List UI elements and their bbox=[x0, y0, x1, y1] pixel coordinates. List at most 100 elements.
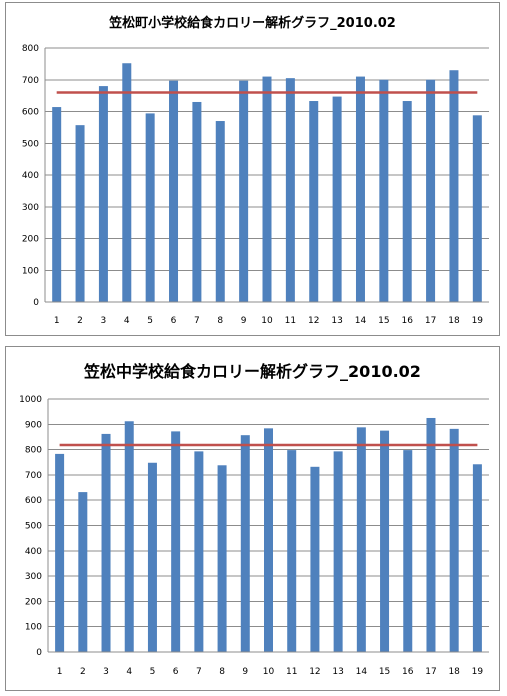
bar bbox=[472, 115, 482, 302]
x-tick-label: 3 bbox=[103, 667, 109, 677]
bar bbox=[285, 78, 295, 302]
bar bbox=[287, 450, 297, 652]
x-tick-label: 12 bbox=[309, 667, 320, 677]
bar bbox=[402, 101, 412, 303]
x-tick-label: 10 bbox=[261, 316, 273, 326]
y-tick-label: 900 bbox=[25, 420, 42, 430]
y-tick-label: 1000 bbox=[19, 395, 42, 405]
bar bbox=[101, 433, 111, 652]
x-tick-label: 17 bbox=[425, 667, 436, 677]
x-tick-label: 16 bbox=[402, 667, 414, 677]
chart-panel-junior-high: 笠松中学校給食カロリー解析グラフ_2010.02 0 100 200 300 400 500… bbox=[5, 346, 500, 691]
bar bbox=[98, 86, 108, 302]
x-tick-label: 13 bbox=[331, 316, 342, 326]
x-tick-label: 19 bbox=[472, 316, 484, 326]
bar bbox=[147, 462, 157, 652]
y-tick-label: 500 bbox=[22, 139, 39, 149]
bar bbox=[194, 451, 204, 652]
bar bbox=[449, 70, 459, 302]
bar bbox=[52, 107, 62, 303]
bar bbox=[145, 113, 155, 302]
x-tick-label: 13 bbox=[332, 667, 343, 677]
bar bbox=[355, 76, 365, 302]
x-tick-label: 1 bbox=[54, 316, 60, 326]
x-tick-label: 5 bbox=[150, 667, 156, 677]
bar bbox=[449, 428, 459, 652]
x-tick-label: 12 bbox=[308, 316, 319, 326]
bar bbox=[215, 121, 225, 303]
bar bbox=[75, 125, 85, 302]
x-tick-label: 6 bbox=[171, 316, 177, 326]
bar bbox=[309, 101, 319, 303]
y-tick-label: 300 bbox=[25, 572, 42, 582]
x-tick-label: 11 bbox=[285, 316, 296, 326]
y-tick-label: 200 bbox=[25, 597, 42, 607]
x-tick-label: 18 bbox=[448, 316, 460, 326]
bar bbox=[78, 492, 88, 652]
y-tick-label: 700 bbox=[22, 76, 39, 86]
y-tick-label: 600 bbox=[22, 108, 39, 118]
bar bbox=[169, 80, 179, 302]
y-tick-label: 800 bbox=[22, 44, 39, 54]
y-tick-label: 100 bbox=[22, 266, 39, 276]
y-tick-label: 500 bbox=[25, 522, 42, 532]
x-tick-label: 10 bbox=[263, 667, 275, 677]
x-tick-label: 8 bbox=[219, 667, 225, 677]
y-tick-label: 0 bbox=[33, 298, 39, 308]
y-tick-label: 400 bbox=[22, 171, 39, 181]
x-tick-label: 2 bbox=[80, 667, 86, 677]
bar bbox=[171, 431, 181, 652]
y-tick-label: 800 bbox=[25, 446, 42, 456]
x-tick-label: 16 bbox=[401, 316, 413, 326]
x-tick-label: 6 bbox=[173, 667, 179, 677]
x-tick-label: 4 bbox=[126, 667, 132, 677]
bar bbox=[124, 421, 134, 652]
chart-title: 笠松町小学校給食カロリー解析グラフ_2010.02 bbox=[108, 15, 396, 31]
bar bbox=[472, 464, 482, 652]
x-tick-label: 19 bbox=[472, 667, 484, 677]
bar bbox=[240, 435, 250, 652]
x-tick-label: 5 bbox=[147, 316, 153, 326]
bar bbox=[192, 101, 202, 302]
x-tick-label: 7 bbox=[196, 667, 202, 677]
y-tick-label: 200 bbox=[22, 235, 39, 245]
y-tick-label: 600 bbox=[25, 496, 42, 506]
bar bbox=[333, 451, 343, 652]
x-tick-label: 4 bbox=[124, 316, 130, 326]
x-tick-label: 3 bbox=[101, 316, 107, 326]
bar-chart-elementary: 笠松町小学校給食カロリー解析グラフ_2010.02 0 100 200 300 400 50… bbox=[22, 15, 489, 326]
bar bbox=[217, 465, 227, 652]
x-tick-label: 18 bbox=[448, 667, 460, 677]
bar bbox=[332, 96, 342, 302]
x-tick-label: 9 bbox=[242, 667, 248, 677]
x-tick-label: 2 bbox=[77, 316, 83, 326]
bar bbox=[122, 63, 132, 302]
x-tick-label: 15 bbox=[379, 667, 390, 677]
bar bbox=[426, 79, 436, 302]
x-tick-label: 14 bbox=[355, 316, 367, 326]
bar bbox=[356, 427, 366, 652]
bar bbox=[262, 76, 272, 302]
x-tick-label: 1 bbox=[57, 667, 63, 677]
y-tick-label: 700 bbox=[25, 471, 42, 481]
bar bbox=[379, 79, 389, 302]
x-tick-label: 8 bbox=[217, 316, 223, 326]
bar bbox=[239, 80, 249, 302]
bar bbox=[380, 430, 390, 652]
x-tick-label: 17 bbox=[425, 316, 436, 326]
bar-chart-junior-high: 笠松中学校給食カロリー解析グラフ_2010.02 0 100 200 300 400 500… bbox=[19, 362, 489, 677]
bar bbox=[310, 466, 320, 652]
y-tick-label: 400 bbox=[25, 547, 42, 557]
bar bbox=[55, 453, 65, 652]
chart-title: 笠松中学校給食カロリー解析グラフ_2010.02 bbox=[83, 362, 421, 381]
x-tick-label: 15 bbox=[378, 316, 389, 326]
y-tick-label: 0 bbox=[36, 648, 42, 658]
x-tick-label: 9 bbox=[241, 316, 247, 326]
x-tick-label: 7 bbox=[194, 316, 200, 326]
y-tick-label: 100 bbox=[25, 623, 42, 633]
x-tick-label: 11 bbox=[286, 667, 297, 677]
chart-panel-elementary: 笠松町小学校給食カロリー解析グラフ_2010.02 0 100 200 300 400 50… bbox=[5, 2, 500, 336]
x-tick-label: 14 bbox=[356, 667, 368, 677]
y-tick-label: 300 bbox=[22, 203, 39, 213]
bar bbox=[426, 417, 436, 652]
